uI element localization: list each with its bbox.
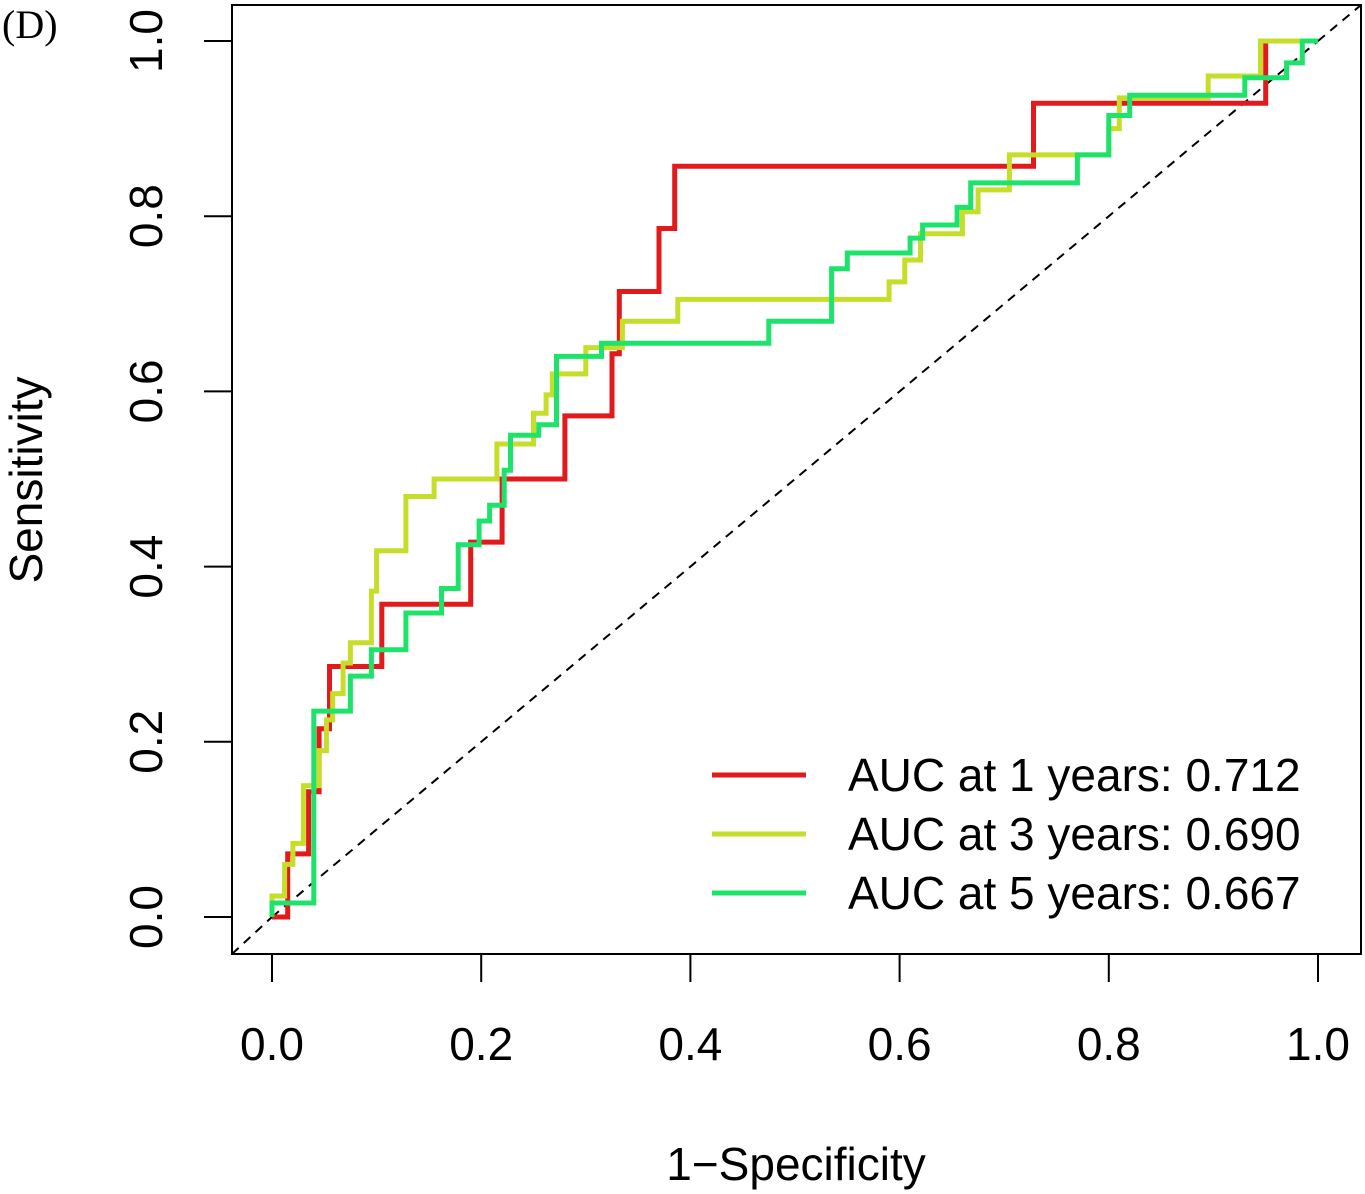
roc-series-line-2	[269, 38, 1308, 917]
x-tick-label: 0.8	[1077, 1018, 1141, 1070]
legend-label-3: AUC at 5 years: 0.667	[848, 867, 1301, 919]
x-tick-label: 1.0	[1286, 1018, 1350, 1070]
y-tick-label: 0.6	[120, 359, 172, 423]
y-axis: 0.0 0.2 0.4 0.6 0.8 1.0	[120, 9, 233, 949]
series-group	[269, 38, 1318, 920]
x-tick-label: 0.2	[449, 1018, 513, 1070]
reference-diagonal-extension-end	[1317, 4, 1362, 42]
y-axis-title: Sensitivity	[0, 376, 52, 583]
x-axis: 0.0 0.2 0.4 0.6 0.8 1.0	[240, 953, 1350, 1070]
roc-series-line-3	[269, 38, 1318, 917]
x-axis-title: 1−Specificity	[666, 1138, 926, 1190]
y-tick-label: 0.4	[120, 535, 172, 599]
panel-label: (D)	[2, 2, 58, 47]
y-tick-label: 0.2	[120, 710, 172, 774]
roc-series-line-1	[272, 38, 1318, 920]
reference-diagonal-line	[271, 40, 1319, 918]
legend-label-2: AUC at 3 years: 0.690	[848, 808, 1301, 860]
y-tick-label: 1.0	[120, 9, 172, 73]
x-tick-label: 0.6	[868, 1018, 932, 1070]
reference-diagonal-extension-start	[231, 916, 273, 955]
x-tick-label: 0.0	[240, 1018, 304, 1070]
reference-line-group	[231, 4, 1362, 955]
y-tick-label: 0.8	[120, 184, 172, 248]
legend: AUC at 1 years: 0.712 AUC at 3 years: 0.6…	[712, 749, 1301, 919]
y-tick-label: 0.0	[120, 885, 172, 949]
x-tick-label: 0.4	[658, 1018, 722, 1070]
legend-label-1: AUC at 1 years: 0.712	[848, 749, 1301, 801]
